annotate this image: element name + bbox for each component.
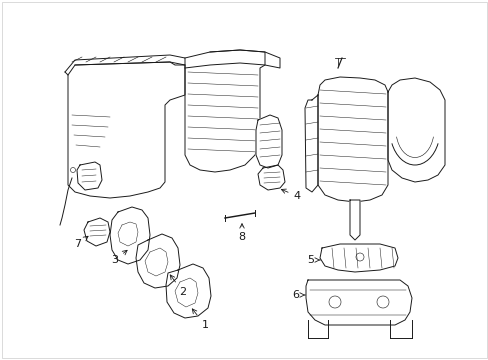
Polygon shape	[305, 95, 317, 192]
Polygon shape	[258, 165, 285, 190]
Text: 2: 2	[170, 275, 186, 297]
Text: 3: 3	[111, 250, 127, 265]
Polygon shape	[165, 264, 210, 318]
Polygon shape	[349, 200, 359, 240]
Polygon shape	[77, 162, 102, 190]
Polygon shape	[305, 280, 411, 325]
Polygon shape	[256, 115, 282, 168]
Text: 8: 8	[238, 224, 245, 242]
Polygon shape	[65, 62, 184, 198]
Polygon shape	[110, 207, 150, 264]
Polygon shape	[387, 78, 444, 182]
Text: 1: 1	[192, 309, 208, 330]
Polygon shape	[184, 50, 264, 172]
Polygon shape	[184, 50, 280, 68]
Polygon shape	[84, 218, 110, 246]
Text: 5: 5	[307, 255, 320, 265]
Polygon shape	[65, 55, 184, 75]
Polygon shape	[319, 244, 397, 272]
Text: 6: 6	[292, 290, 305, 300]
Text: 4: 4	[281, 189, 300, 201]
Text: 7: 7	[74, 236, 88, 249]
Polygon shape	[136, 234, 180, 288]
Polygon shape	[317, 77, 387, 202]
